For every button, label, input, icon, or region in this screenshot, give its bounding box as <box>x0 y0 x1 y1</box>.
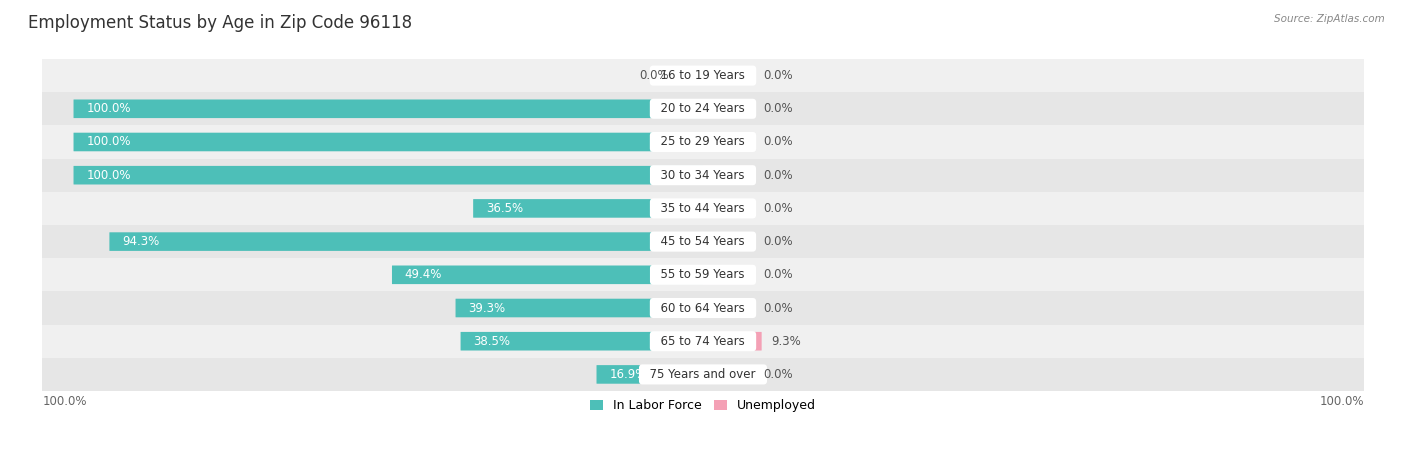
FancyBboxPatch shape <box>73 166 703 184</box>
FancyBboxPatch shape <box>596 365 703 384</box>
FancyBboxPatch shape <box>42 292 1364 324</box>
FancyBboxPatch shape <box>703 332 762 351</box>
Text: 9.3%: 9.3% <box>770 335 801 348</box>
Text: 0.0%: 0.0% <box>763 135 793 148</box>
Text: 100.0%: 100.0% <box>86 169 131 182</box>
Text: Employment Status by Age in Zip Code 96118: Employment Status by Age in Zip Code 961… <box>28 14 412 32</box>
Text: 0.0%: 0.0% <box>763 69 793 82</box>
Text: 75 Years and over: 75 Years and over <box>643 368 763 381</box>
Text: 25 to 29 Years: 25 to 29 Years <box>654 135 752 148</box>
FancyBboxPatch shape <box>703 99 754 118</box>
Text: 55 to 59 Years: 55 to 59 Years <box>654 268 752 281</box>
FancyBboxPatch shape <box>703 299 754 317</box>
FancyBboxPatch shape <box>73 99 703 118</box>
FancyBboxPatch shape <box>474 199 703 218</box>
Text: 100.0%: 100.0% <box>42 396 87 408</box>
Text: 94.3%: 94.3% <box>122 235 159 248</box>
FancyBboxPatch shape <box>678 66 703 85</box>
Text: 35 to 44 Years: 35 to 44 Years <box>654 202 752 215</box>
FancyBboxPatch shape <box>73 133 703 151</box>
Text: 39.3%: 39.3% <box>468 302 505 315</box>
FancyBboxPatch shape <box>703 266 754 284</box>
FancyBboxPatch shape <box>42 92 1364 126</box>
Text: 0.0%: 0.0% <box>763 235 793 248</box>
Text: 30 to 34 Years: 30 to 34 Years <box>654 169 752 182</box>
Text: 0.0%: 0.0% <box>763 368 793 381</box>
FancyBboxPatch shape <box>42 126 1364 158</box>
FancyBboxPatch shape <box>703 365 754 384</box>
FancyBboxPatch shape <box>456 299 703 317</box>
Text: Source: ZipAtlas.com: Source: ZipAtlas.com <box>1274 14 1385 23</box>
Text: 16 to 19 Years: 16 to 19 Years <box>654 69 752 82</box>
Text: 100.0%: 100.0% <box>1319 396 1364 408</box>
FancyBboxPatch shape <box>703 166 754 184</box>
FancyBboxPatch shape <box>42 158 1364 192</box>
Text: 16.9%: 16.9% <box>609 368 647 381</box>
Text: 0.0%: 0.0% <box>763 169 793 182</box>
Legend: In Labor Force, Unemployed: In Labor Force, Unemployed <box>585 394 821 417</box>
Text: 49.4%: 49.4% <box>405 268 441 281</box>
FancyBboxPatch shape <box>42 358 1364 391</box>
FancyBboxPatch shape <box>703 232 754 251</box>
FancyBboxPatch shape <box>703 133 754 151</box>
Text: 65 to 74 Years: 65 to 74 Years <box>654 335 752 348</box>
Text: 36.5%: 36.5% <box>486 202 523 215</box>
Text: 45 to 54 Years: 45 to 54 Years <box>654 235 752 248</box>
FancyBboxPatch shape <box>703 66 754 85</box>
FancyBboxPatch shape <box>392 266 703 284</box>
Text: 100.0%: 100.0% <box>86 135 131 148</box>
FancyBboxPatch shape <box>42 192 1364 225</box>
Text: 60 to 64 Years: 60 to 64 Years <box>654 302 752 315</box>
FancyBboxPatch shape <box>42 225 1364 258</box>
FancyBboxPatch shape <box>42 324 1364 358</box>
FancyBboxPatch shape <box>703 199 754 218</box>
FancyBboxPatch shape <box>42 258 1364 292</box>
Text: 38.5%: 38.5% <box>474 335 510 348</box>
Text: 0.0%: 0.0% <box>638 69 668 82</box>
Text: 0.0%: 0.0% <box>763 268 793 281</box>
Text: 0.0%: 0.0% <box>763 302 793 315</box>
Text: 0.0%: 0.0% <box>763 102 793 115</box>
FancyBboxPatch shape <box>42 59 1364 92</box>
FancyBboxPatch shape <box>461 332 703 351</box>
Text: 20 to 24 Years: 20 to 24 Years <box>654 102 752 115</box>
FancyBboxPatch shape <box>110 232 703 251</box>
Text: 0.0%: 0.0% <box>763 202 793 215</box>
Text: 100.0%: 100.0% <box>86 102 131 115</box>
